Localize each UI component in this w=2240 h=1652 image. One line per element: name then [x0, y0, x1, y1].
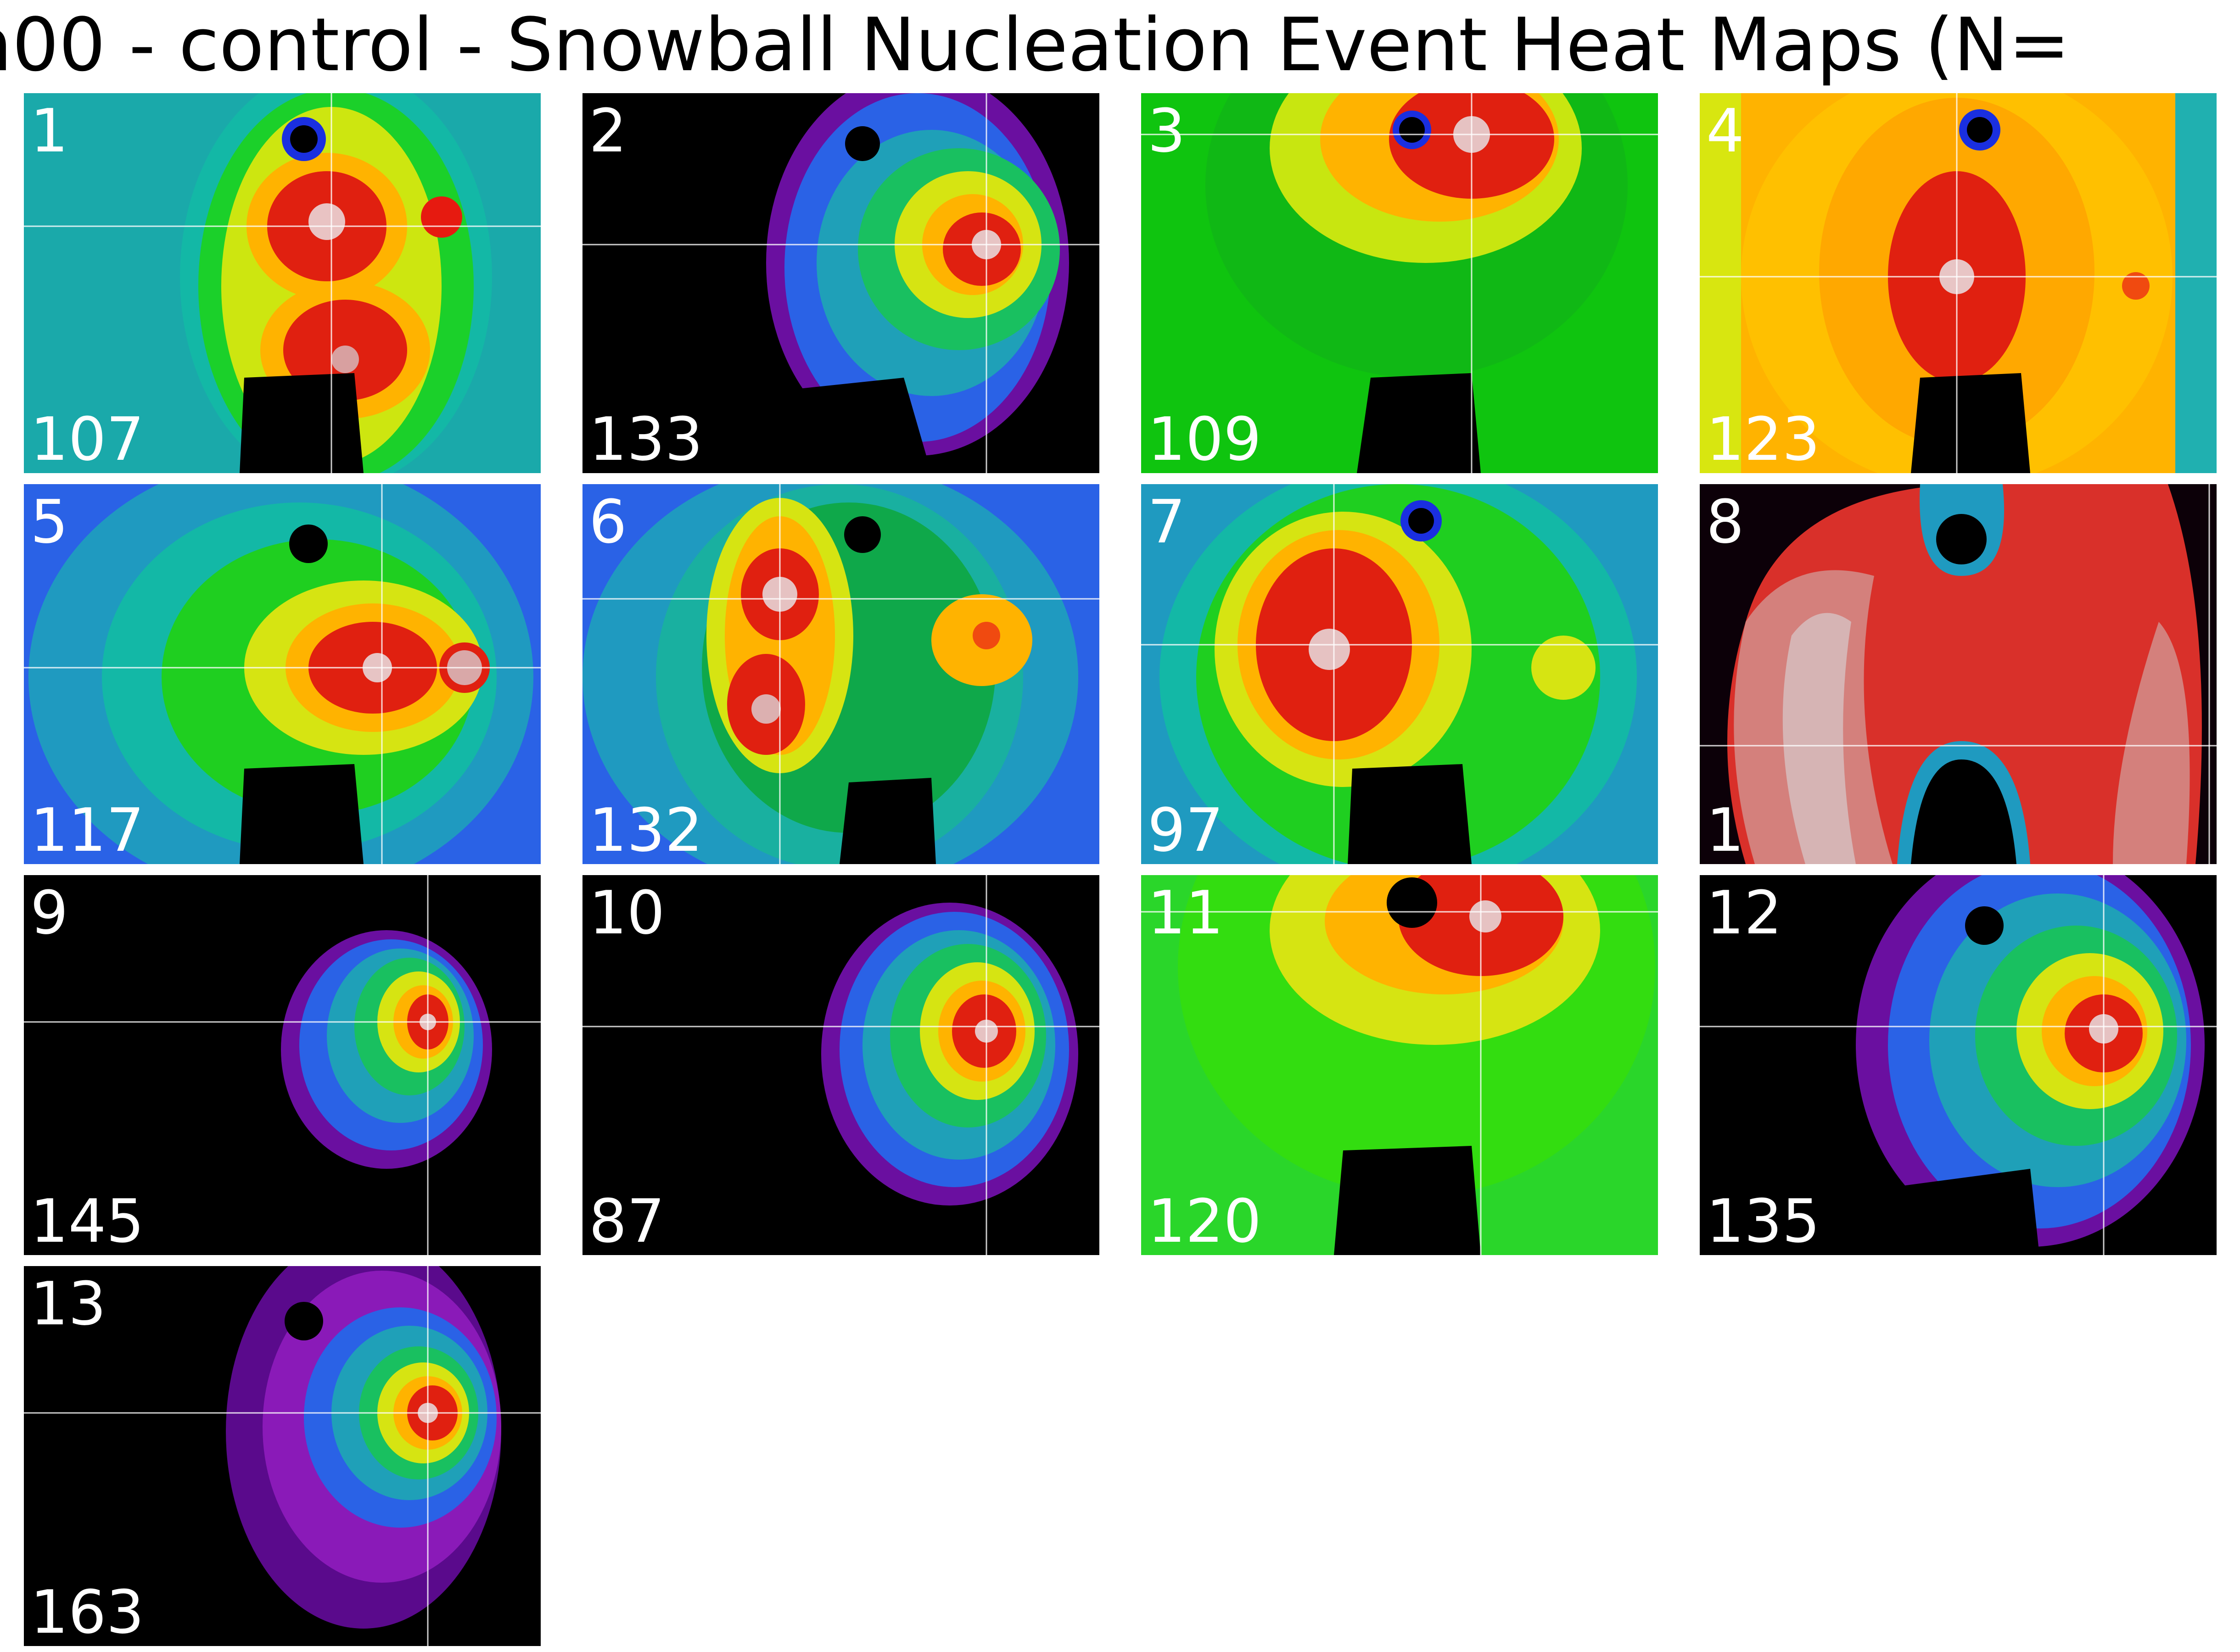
heatmap-panel-1: 1 107 — [24, 93, 541, 473]
heatmap-image — [582, 875, 1099, 1255]
panel-index-label: 4 — [1706, 96, 1744, 166]
heatmap-image — [1700, 484, 2217, 864]
heatmap-image — [582, 484, 1099, 864]
heatmap-image — [24, 875, 541, 1255]
panel-index-label: 9 — [30, 878, 68, 948]
heatmap-panel-4: 4 123 — [1700, 93, 2217, 473]
panel-index-label: 1 — [30, 96, 68, 166]
figure-title: n00 - control - Snowball Nucleation Even… — [0, 2, 2070, 88]
panel-index-label: 13 — [30, 1269, 106, 1339]
panel-index-label: 10 — [589, 878, 665, 948]
panel-index-label: 8 — [1706, 487, 1744, 557]
panel-count-label: 107 — [30, 404, 145, 473]
panel-index-label: 7 — [1148, 487, 1186, 557]
panel-index-label: 2 — [589, 96, 627, 166]
heatmap-panel-5: 5 117 — [24, 484, 541, 864]
panel-count-label: 145 — [30, 1186, 145, 1255]
heatmap-panel-8: 8 1 — [1700, 484, 2217, 864]
heatmap-image — [24, 484, 541, 864]
panel-index-label: 12 — [1706, 878, 1782, 948]
heatmap-panel-12: 12 135 — [1700, 875, 2217, 1255]
panel-index-label: 5 — [30, 487, 68, 557]
heatmap-panel-7: 7 97 — [1141, 484, 1658, 864]
panel-count-label: 132 — [589, 795, 703, 864]
panel-count-label: 117 — [30, 795, 145, 864]
panel-count-label: 133 — [589, 404, 703, 473]
heatmap-panel-9: 9 145 — [24, 875, 541, 1255]
heatmap-panel-6: 6 132 — [582, 484, 1099, 864]
heatmap-image — [24, 93, 541, 473]
heatmap-image — [1141, 875, 1658, 1255]
heatmap-image — [582, 93, 1099, 473]
panel-count-label: 163 — [30, 1577, 145, 1646]
heatmap-panel-3: 3 109 — [1141, 93, 1658, 473]
heatmap-panel-10: 10 87 — [582, 875, 1099, 1255]
panel-count-label: 87 — [589, 1186, 665, 1255]
panel-index-label: 3 — [1148, 96, 1186, 166]
panel-count-label: 123 — [1706, 404, 1820, 473]
heatmap-image — [1700, 875, 2217, 1255]
panel-count-label: 120 — [1148, 1186, 1262, 1255]
heatmap-panel-13: 13 163 — [24, 1266, 541, 1646]
heatmap-image — [24, 1266, 541, 1646]
panel-count-label: 97 — [1148, 795, 1224, 864]
heatmap-image — [1700, 93, 2217, 473]
heatmap-image — [1141, 93, 1658, 473]
panel-index-label: 11 — [1148, 878, 1224, 948]
heatmap-panel-2: 2 133 — [582, 93, 1099, 473]
panel-count-label: 1 — [1706, 795, 1744, 864]
panel-count-label: 135 — [1706, 1186, 1820, 1255]
heatmap-image — [1141, 484, 1658, 864]
panel-index-label: 6 — [589, 487, 627, 557]
heatmap-panel-11: 11 120 — [1141, 875, 1658, 1255]
panel-count-label: 109 — [1148, 404, 1262, 473]
